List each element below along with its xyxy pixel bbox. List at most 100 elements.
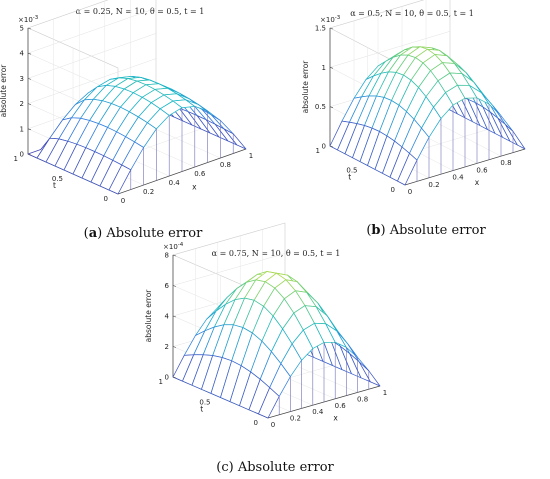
- panel-1-ticks: 0 0.5 1 1.5×10-3 0 0.2 0.4 0.6 0.8 0 0.5 1: [315, 15, 512, 196]
- z-tick-label: 1: [20, 125, 24, 133]
- x-tick-label: 0.2: [290, 415, 301, 423]
- x-tick-label: 0.2: [143, 188, 154, 196]
- z-tick-label: 0: [20, 151, 24, 159]
- t-tick-label: 0: [104, 195, 108, 203]
- z-tick-label: 4: [165, 313, 170, 321]
- z-tick-label: 0: [322, 143, 326, 151]
- z-tick: [172, 346, 177, 348]
- t-axis-label: t: [200, 404, 203, 413]
- x-tick-label: 0.8: [220, 161, 231, 169]
- x-tick-label: 0.6: [335, 402, 347, 410]
- z-axis-label: absolute error: [144, 289, 153, 343]
- z-tick: [27, 153, 32, 156]
- x-tick-label: 0.6: [476, 166, 488, 174]
- z-tick: [27, 128, 32, 131]
- z-tick: [172, 376, 177, 379]
- x-axis-label: x: [475, 178, 480, 187]
- panel-c-caption-text: Absolute error: [237, 460, 335, 475]
- panel-a-caption-text: Absolute error: [105, 226, 203, 241]
- panel-1-surface: [329, 46, 526, 186]
- t-tick-label: 1: [316, 147, 320, 155]
- panel-b-caption: (b) Absolute error: [366, 223, 486, 238]
- z-axis-label: absolute error: [301, 60, 310, 114]
- panel-b-caption-letter: b: [371, 223, 380, 238]
- x-tick-label: 0.4: [452, 174, 464, 182]
- t-axis-label: t: [348, 173, 351, 182]
- t-tick-label: 0: [391, 186, 395, 194]
- surface-cell: [505, 124, 526, 150]
- z-tick-label: 4: [20, 50, 25, 58]
- z-tick: [329, 145, 334, 148]
- z-tick: [27, 78, 32, 80]
- t-axis-label: t: [53, 181, 56, 190]
- z-exponent: ×10-4: [163, 242, 184, 251]
- z-tick-label: 6: [165, 282, 170, 290]
- z-tick-label: 5: [20, 25, 24, 33]
- z-exponent: ×10-3: [320, 15, 341, 24]
- z-tick: [172, 254, 177, 257]
- panel-0-surface: [27, 76, 247, 195]
- panel-1-stems: [416, 97, 514, 182]
- t-tick-label: 1: [159, 378, 163, 386]
- panel-c-caption: (c) Absolute error: [216, 460, 334, 475]
- x-tick-label: 0.4: [169, 179, 181, 187]
- z-tick: [27, 103, 32, 105]
- x-tick-label: 1: [383, 389, 387, 397]
- t-tick-label: 0.5: [199, 399, 210, 407]
- x-tick-label: 0.6: [194, 170, 206, 178]
- x-axis-label: x: [192, 182, 197, 191]
- x-tick-label: 0.8: [500, 159, 511, 167]
- x-tick-label: 0.4: [312, 408, 324, 416]
- panel-a-title: α = 0.25, N = 10, θ = 0.5, t = 1: [76, 7, 205, 16]
- surface-cell: [397, 153, 418, 186]
- z-tick-label: 0: [165, 374, 169, 382]
- z-exponent-power: -4: [178, 242, 184, 248]
- panel-c-title: α = 0.75, N = 10, θ = 0.5, t = 1: [212, 249, 341, 258]
- t-tick-label: 0.5: [52, 175, 63, 183]
- z-tick: [329, 67, 334, 69]
- panel-a-caption-letter: a: [89, 226, 98, 241]
- z-tick: [27, 27, 32, 30]
- z-axis-label: absolute error: [0, 64, 8, 118]
- panel-a-caption: (a) Absolute error: [84, 226, 203, 241]
- panel-b-title: α = 0.5, N = 10, θ = 0.5, t = 1: [350, 9, 474, 18]
- z-tick-label: 2: [165, 343, 169, 351]
- z-tick: [172, 315, 177, 318]
- panel-a: α = 0.25, N = 10, θ = 0.5, t = 1 (a) Abs…: [0, 0, 253, 241]
- panel-c-caption-letter: c: [221, 460, 228, 475]
- z-exponent-power: -3: [33, 15, 39, 21]
- panel-b-caption-text: Absolute error: [389, 223, 487, 238]
- z-tick: [329, 106, 334, 108]
- surface-cell: [223, 128, 247, 150]
- t-tick-label: 1: [14, 155, 18, 163]
- z-tick-label: 1: [322, 64, 326, 72]
- z-tick: [172, 285, 177, 287]
- x-tick-label: 0: [408, 188, 412, 196]
- z-tick-label: 2: [20, 100, 24, 108]
- x-tick-label: 0: [271, 421, 275, 429]
- x-tick-label: 0: [121, 197, 125, 205]
- panel-2-stems: [278, 342, 370, 415]
- z-tick-label: 3: [20, 75, 24, 83]
- panel-c: α = 0.75, N = 10, θ = 0.5, t = 1 (c) Abs…: [144, 222, 388, 475]
- surface-cell: [258, 387, 280, 419]
- z-exponent: ×10-3: [18, 15, 39, 24]
- z-tick-label: 0.5: [315, 103, 326, 111]
- z-tick: [329, 27, 334, 30]
- z-tick-label: 8: [165, 252, 169, 260]
- x-axis-label: x: [333, 413, 338, 422]
- z-tick-label: 1.5: [315, 25, 326, 33]
- z-exponent-power: -3: [335, 15, 341, 21]
- x-tick-label: 0.8: [357, 395, 368, 403]
- surface-cell: [108, 164, 132, 195]
- t-tick-label: 0.5: [346, 167, 357, 175]
- panel-0-stems: [130, 106, 234, 190]
- panel-b: α = 0.5, N = 10, θ = 0.5, t = 1 (b) Abso…: [301, 0, 526, 238]
- x-tick-label: 1: [249, 152, 253, 160]
- x-tick-label: 0.2: [428, 181, 439, 189]
- surface-cell: [358, 361, 381, 387]
- panel-2-surface: [172, 271, 381, 419]
